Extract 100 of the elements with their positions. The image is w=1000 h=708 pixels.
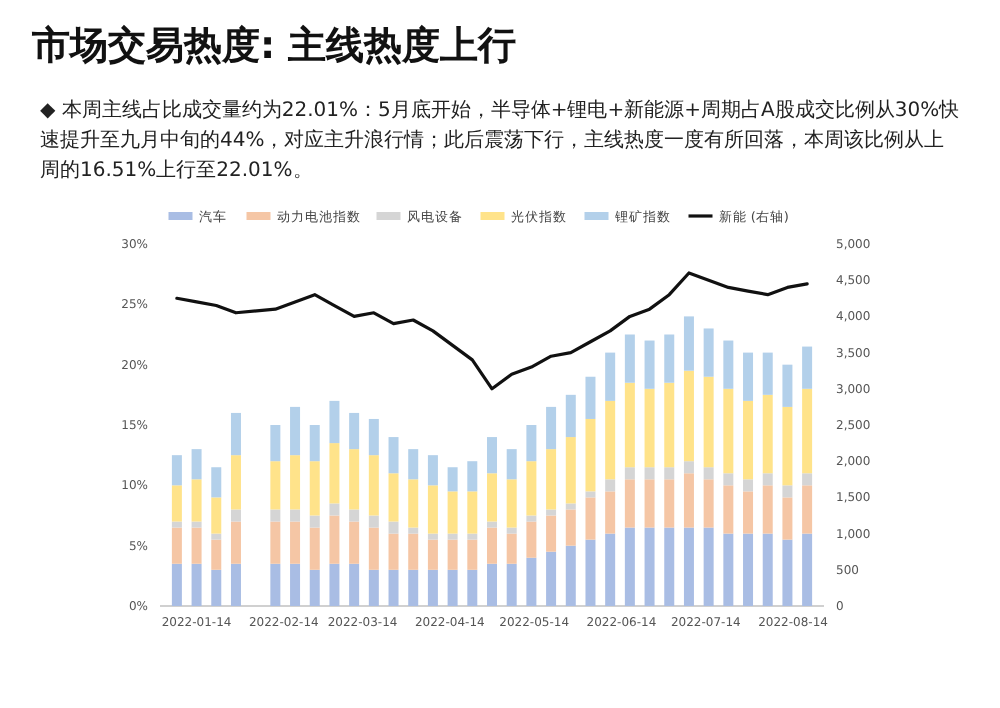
bar [487, 563, 497, 606]
bar [329, 515, 340, 564]
bar [782, 364, 793, 407]
bar [802, 346, 813, 389]
bar [664, 334, 675, 383]
bar [427, 533, 438, 540]
bar [585, 539, 596, 606]
bar [487, 473, 497, 522]
bar [388, 569, 399, 606]
bar [723, 473, 734, 486]
bar [605, 479, 616, 492]
bar [762, 352, 773, 395]
bar [683, 527, 694, 606]
bar [565, 545, 576, 606]
bar [408, 533, 419, 570]
bar [762, 473, 773, 486]
bar [349, 563, 360, 606]
bar [408, 527, 419, 534]
bar [427, 455, 438, 486]
bar [565, 437, 576, 504]
bar [447, 533, 458, 540]
bar [585, 491, 596, 498]
bar [290, 406, 301, 456]
bar [762, 485, 773, 534]
bar [703, 376, 714, 468]
bar [565, 503, 576, 510]
bar [743, 352, 754, 401]
bar [230, 412, 241, 456]
bar [270, 461, 281, 510]
bar [349, 509, 360, 522]
bar [171, 527, 182, 564]
bar [743, 400, 754, 480]
bar [329, 563, 340, 606]
bar [368, 418, 379, 456]
bar [427, 485, 438, 534]
bar [290, 563, 301, 606]
bar [624, 527, 635, 606]
bar [368, 527, 379, 570]
bar [309, 515, 320, 528]
bar [171, 521, 182, 528]
bar [624, 382, 635, 468]
bar [605, 352, 616, 401]
bar [506, 479, 517, 528]
bar [624, 467, 635, 480]
bar [309, 425, 320, 462]
bar [762, 533, 773, 606]
bar [802, 533, 813, 606]
bar [743, 533, 754, 606]
bar [388, 533, 399, 570]
bar [683, 461, 694, 474]
line-series [175, 271, 809, 391]
bar [230, 563, 241, 606]
bar [368, 455, 379, 516]
bar [447, 491, 458, 534]
bar [703, 527, 714, 606]
bar [408, 569, 419, 606]
bar [211, 467, 222, 498]
bar [408, 449, 419, 480]
bar [506, 449, 517, 480]
bar [546, 551, 557, 606]
bar [447, 569, 458, 606]
bar [329, 400, 340, 444]
bar [605, 491, 616, 534]
bar [703, 467, 714, 480]
bar [664, 527, 675, 606]
bar [743, 479, 754, 492]
bar [546, 509, 557, 516]
bar [191, 563, 202, 606]
bar [644, 467, 655, 480]
bar [487, 437, 497, 474]
bar [211, 569, 222, 606]
bar [605, 400, 616, 480]
bar [270, 425, 281, 462]
bar [388, 521, 399, 534]
bar [526, 515, 537, 522]
bar [624, 479, 635, 528]
bar [191, 449, 202, 480]
bar [782, 406, 793, 486]
bar [211, 533, 222, 540]
bar [290, 509, 301, 522]
bar [683, 370, 694, 462]
bar [467, 461, 478, 492]
bar [309, 527, 320, 570]
bar [683, 473, 694, 528]
bar [388, 437, 399, 474]
bar [467, 533, 478, 540]
bar [723, 340, 734, 389]
bar [270, 509, 281, 522]
chart-title: 市场交易热度: 主线热度上行 [32, 22, 517, 72]
bar [230, 521, 241, 564]
bar [743, 491, 754, 534]
bar [644, 340, 655, 389]
bar [802, 485, 813, 534]
bar [171, 485, 182, 522]
bar [230, 509, 241, 522]
bar [191, 479, 202, 522]
bar [664, 382, 675, 468]
bar [546, 515, 557, 552]
bar [664, 479, 675, 528]
bar [526, 425, 537, 462]
